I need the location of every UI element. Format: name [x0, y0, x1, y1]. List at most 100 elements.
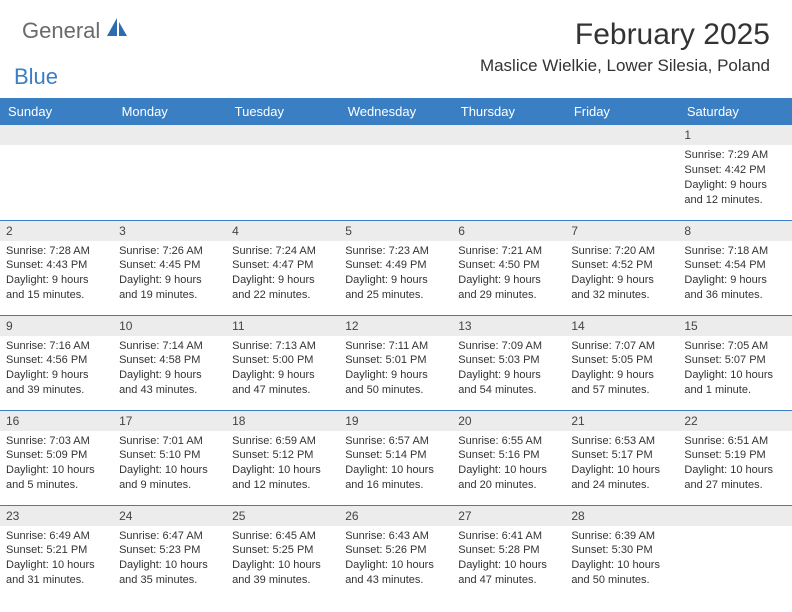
day-details: Sunrise: 7:26 AMSunset: 4:45 PMDaylight:… — [113, 241, 226, 307]
calendar-day-cell: 8Sunrise: 7:18 AMSunset: 4:54 PMDaylight… — [678, 220, 791, 315]
day-number-bar — [565, 125, 678, 145]
calendar-week-row: 9Sunrise: 7:16 AMSunset: 4:56 PMDaylight… — [0, 315, 792, 410]
calendar-header-cell: Wednesday — [339, 98, 452, 125]
calendar-day-cell: 5Sunrise: 7:23 AMSunset: 4:49 PMDaylight… — [339, 220, 452, 315]
day-number-bar: 7 — [565, 221, 678, 241]
day-details: Sunrise: 6:41 AMSunset: 5:28 PMDaylight:… — [452, 526, 565, 592]
day-number-bar: 12 — [339, 316, 452, 336]
day-number-bar: 15 — [678, 316, 791, 336]
day-details: Sunrise: 7:05 AMSunset: 5:07 PMDaylight:… — [678, 336, 791, 402]
day-number-bar: 21 — [565, 411, 678, 431]
calendar-day-cell: 15Sunrise: 7:05 AMSunset: 5:07 PMDayligh… — [678, 315, 791, 410]
day-number-bar: 9 — [0, 316, 113, 336]
calendar-day-cell: 4Sunrise: 7:24 AMSunset: 4:47 PMDaylight… — [226, 220, 339, 315]
day-number-bar: 8 — [678, 221, 791, 241]
day-details: Sunrise: 6:51 AMSunset: 5:19 PMDaylight:… — [678, 431, 791, 497]
day-details: Sunrise: 7:07 AMSunset: 5:05 PMDaylight:… — [565, 336, 678, 402]
day-details: Sunrise: 7:20 AMSunset: 4:52 PMDaylight:… — [565, 241, 678, 307]
calendar-header-cell: Friday — [565, 98, 678, 125]
calendar-week-row: 2Sunrise: 7:28 AMSunset: 4:43 PMDaylight… — [0, 220, 792, 315]
header: General Blue February 2025 Maslice Wielk… — [0, 0, 792, 98]
day-details: Sunrise: 6:45 AMSunset: 5:25 PMDaylight:… — [226, 526, 339, 592]
calendar-day-cell: 24Sunrise: 6:47 AMSunset: 5:23 PMDayligh… — [113, 505, 226, 600]
day-number-bar: 24 — [113, 506, 226, 526]
calendar-header-row: SundayMondayTuesdayWednesdayThursdayFrid… — [0, 98, 792, 125]
day-details: Sunrise: 7:16 AMSunset: 4:56 PMDaylight:… — [0, 336, 113, 402]
day-number-bar: 27 — [452, 506, 565, 526]
day-details: Sunrise: 7:13 AMSunset: 5:00 PMDaylight:… — [226, 336, 339, 402]
calendar-day-cell: 27Sunrise: 6:41 AMSunset: 5:28 PMDayligh… — [452, 505, 565, 600]
calendar-day-cell: 7Sunrise: 7:20 AMSunset: 4:52 PMDaylight… — [565, 220, 678, 315]
page-title: February 2025 — [480, 18, 770, 52]
day-details: Sunrise: 7:11 AMSunset: 5:01 PMDaylight:… — [339, 336, 452, 402]
calendar-table: SundayMondayTuesdayWednesdayThursdayFrid… — [0, 98, 792, 600]
day-details: Sunrise: 6:53 AMSunset: 5:17 PMDaylight:… — [565, 431, 678, 497]
calendar-day-cell: 6Sunrise: 7:21 AMSunset: 4:50 PMDaylight… — [452, 220, 565, 315]
title-block: February 2025 Maslice Wielkie, Lower Sil… — [480, 18, 770, 76]
day-details: Sunrise: 7:29 AMSunset: 4:42 PMDaylight:… — [678, 145, 791, 211]
day-details: Sunrise: 6:43 AMSunset: 5:26 PMDaylight:… — [339, 526, 452, 592]
calendar-day-cell: 28Sunrise: 6:39 AMSunset: 5:30 PMDayligh… — [565, 505, 678, 600]
day-number-bar: 6 — [452, 221, 565, 241]
day-number-bar: 28 — [565, 506, 678, 526]
calendar-header-cell: Tuesday — [226, 98, 339, 125]
location-subtitle: Maslice Wielkie, Lower Silesia, Poland — [480, 56, 770, 76]
day-number-bar: 16 — [0, 411, 113, 431]
calendar-week-row: 23Sunrise: 6:49 AMSunset: 5:21 PMDayligh… — [0, 505, 792, 600]
calendar-header-cell: Sunday — [0, 98, 113, 125]
day-number-bar: 13 — [452, 316, 565, 336]
day-number-bar: 1 — [678, 125, 791, 145]
day-details: Sunrise: 6:59 AMSunset: 5:12 PMDaylight:… — [226, 431, 339, 497]
day-details: Sunrise: 6:39 AMSunset: 5:30 PMDaylight:… — [565, 526, 678, 592]
day-number-bar: 19 — [339, 411, 452, 431]
calendar-day-cell: 21Sunrise: 6:53 AMSunset: 5:17 PMDayligh… — [565, 410, 678, 505]
calendar-day-cell: 11Sunrise: 7:13 AMSunset: 5:00 PMDayligh… — [226, 315, 339, 410]
calendar-week-row: 1Sunrise: 7:29 AMSunset: 4:42 PMDaylight… — [0, 125, 792, 220]
day-number-bar: 5 — [339, 221, 452, 241]
day-number-bar — [452, 125, 565, 145]
day-number-bar — [113, 125, 226, 145]
calendar-day-cell: 10Sunrise: 7:14 AMSunset: 4:58 PMDayligh… — [113, 315, 226, 410]
day-details: Sunrise: 7:24 AMSunset: 4:47 PMDaylight:… — [226, 241, 339, 307]
calendar-day-cell: 20Sunrise: 6:55 AMSunset: 5:16 PMDayligh… — [452, 410, 565, 505]
day-number-bar: 4 — [226, 221, 339, 241]
calendar-day-cell: 14Sunrise: 7:07 AMSunset: 5:05 PMDayligh… — [565, 315, 678, 410]
calendar-day-cell — [226, 125, 339, 220]
calendar-day-cell: 16Sunrise: 7:03 AMSunset: 5:09 PMDayligh… — [0, 410, 113, 505]
day-details: Sunrise: 7:09 AMSunset: 5:03 PMDaylight:… — [452, 336, 565, 402]
calendar-day-cell: 2Sunrise: 7:28 AMSunset: 4:43 PMDaylight… — [0, 220, 113, 315]
day-number-bar: 11 — [226, 316, 339, 336]
calendar-header-cell: Saturday — [678, 98, 791, 125]
day-details: Sunrise: 6:47 AMSunset: 5:23 PMDaylight:… — [113, 526, 226, 592]
day-number-bar: 3 — [113, 221, 226, 241]
calendar-day-cell — [565, 125, 678, 220]
day-details: Sunrise: 7:03 AMSunset: 5:09 PMDaylight:… — [0, 431, 113, 497]
calendar-week-row: 16Sunrise: 7:03 AMSunset: 5:09 PMDayligh… — [0, 410, 792, 505]
calendar-day-cell — [339, 125, 452, 220]
day-details: Sunrise: 7:14 AMSunset: 4:58 PMDaylight:… — [113, 336, 226, 402]
day-number-bar: 22 — [678, 411, 791, 431]
day-details: Sunrise: 6:55 AMSunset: 5:16 PMDaylight:… — [452, 431, 565, 497]
calendar-day-cell: 19Sunrise: 6:57 AMSunset: 5:14 PMDayligh… — [339, 410, 452, 505]
day-details: Sunrise: 7:18 AMSunset: 4:54 PMDaylight:… — [678, 241, 791, 307]
calendar-day-cell: 25Sunrise: 6:45 AMSunset: 5:25 PMDayligh… — [226, 505, 339, 600]
calendar-day-cell: 3Sunrise: 7:26 AMSunset: 4:45 PMDaylight… — [113, 220, 226, 315]
day-number-bar: 14 — [565, 316, 678, 336]
day-details: Sunrise: 7:01 AMSunset: 5:10 PMDaylight:… — [113, 431, 226, 497]
calendar-day-cell: 23Sunrise: 6:49 AMSunset: 5:21 PMDayligh… — [0, 505, 113, 600]
day-details: Sunrise: 7:28 AMSunset: 4:43 PMDaylight:… — [0, 241, 113, 307]
day-number-bar: 25 — [226, 506, 339, 526]
logo: General Blue — [22, 18, 129, 90]
calendar-day-cell — [452, 125, 565, 220]
logo-text-general: General — [22, 18, 100, 43]
calendar-day-cell: 1Sunrise: 7:29 AMSunset: 4:42 PMDaylight… — [678, 125, 791, 220]
day-number-bar: 17 — [113, 411, 226, 431]
calendar-day-cell — [0, 125, 113, 220]
day-number-bar: 18 — [226, 411, 339, 431]
day-number-bar — [678, 506, 791, 526]
calendar-day-cell: 17Sunrise: 7:01 AMSunset: 5:10 PMDayligh… — [113, 410, 226, 505]
calendar-day-cell — [113, 125, 226, 220]
calendar-header-cell: Monday — [113, 98, 226, 125]
day-details: Sunrise: 6:57 AMSunset: 5:14 PMDaylight:… — [339, 431, 452, 497]
logo-sail-icon — [107, 18, 129, 43]
